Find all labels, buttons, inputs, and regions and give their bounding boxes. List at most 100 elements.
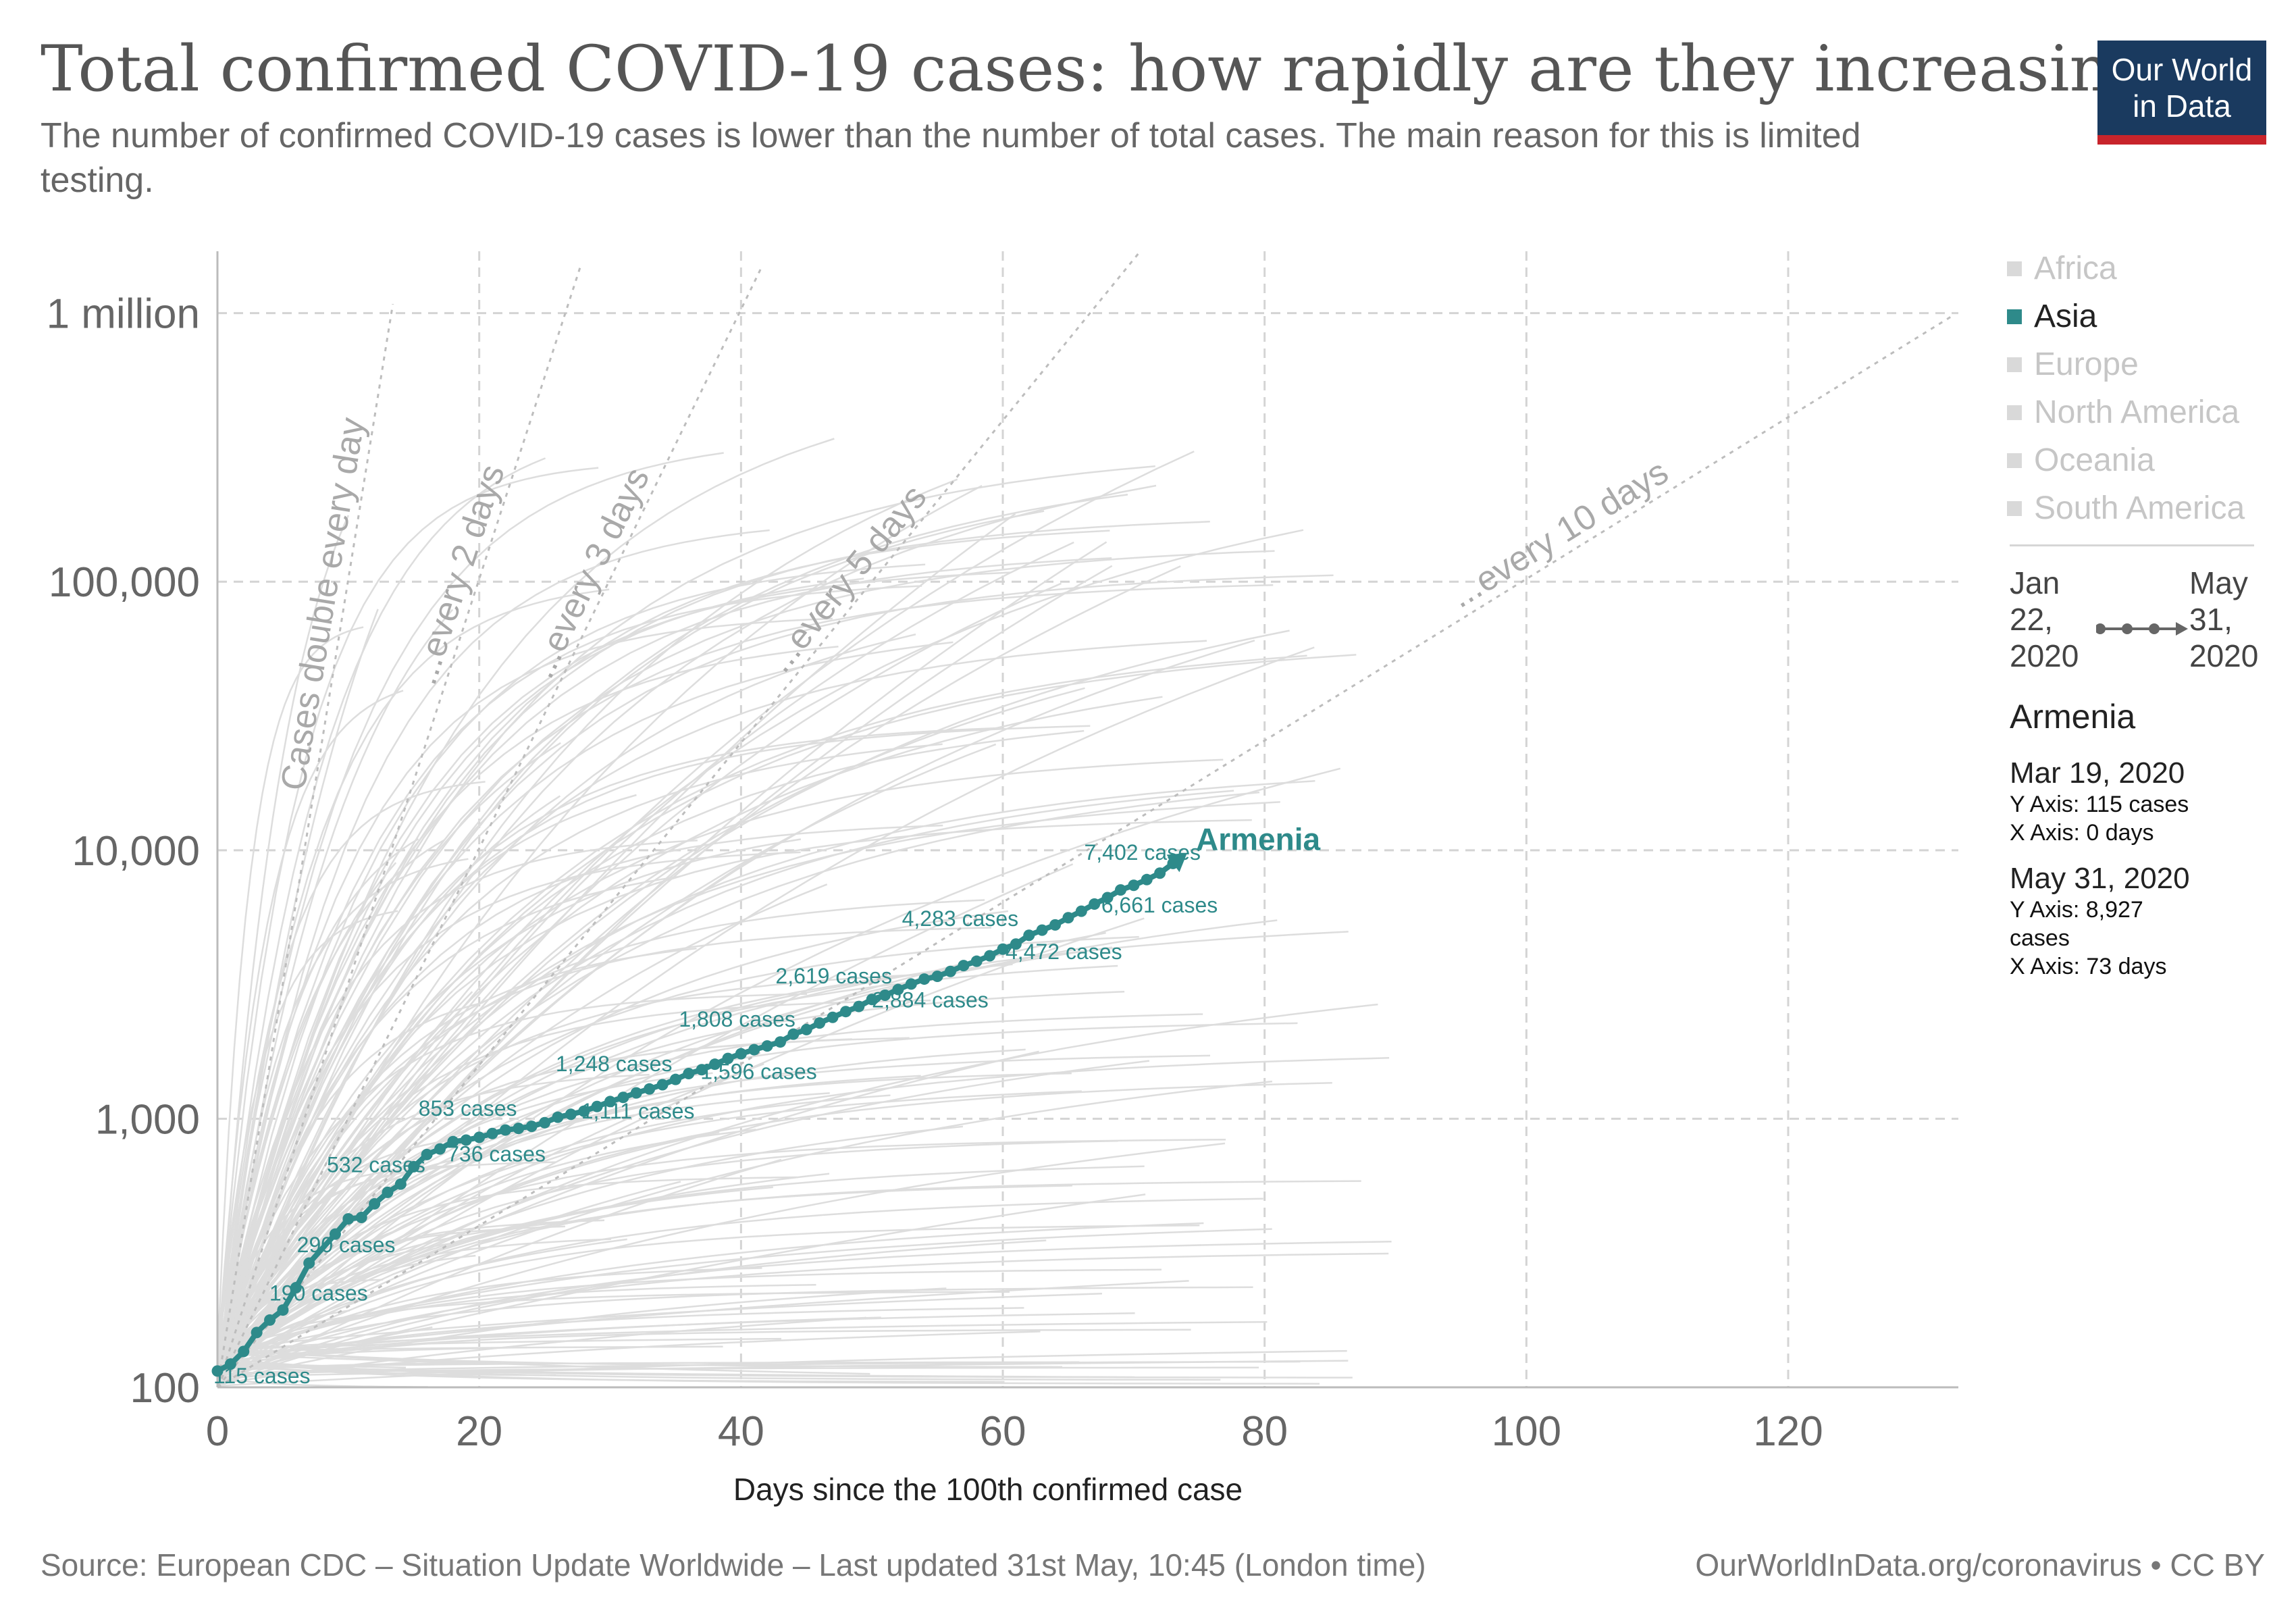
data-point[interactable] xyxy=(421,1148,433,1160)
source-note[interactable]: Source: European CDC – Situation Update … xyxy=(41,1547,1426,1583)
data-point[interactable] xyxy=(604,1096,617,1108)
data-point[interactable] xyxy=(264,1314,276,1326)
data-point[interactable] xyxy=(565,1108,577,1121)
legend-item-north-america[interactable]: North America xyxy=(2007,388,2291,436)
data-point[interactable] xyxy=(1154,867,1166,879)
data-point[interactable] xyxy=(683,1068,695,1080)
data-point[interactable] xyxy=(918,973,931,985)
data-point[interactable] xyxy=(369,1198,381,1210)
timeline-start-handle[interactable] xyxy=(2096,623,2106,634)
legend-item-asia[interactable]: Asia xyxy=(2007,292,2291,340)
data-point[interactable] xyxy=(984,950,996,962)
data-point[interactable] xyxy=(382,1186,394,1198)
data-point[interactable] xyxy=(277,1304,289,1316)
data-point[interactable] xyxy=(238,1345,250,1358)
data-point[interactable] xyxy=(814,1017,826,1029)
x-tick-label: 40 xyxy=(718,1408,764,1455)
data-point[interactable] xyxy=(669,1073,681,1085)
data-point[interactable] xyxy=(578,1105,590,1117)
data-point[interactable] xyxy=(748,1044,760,1056)
data-point[interactable] xyxy=(513,1123,525,1135)
data-point[interactable] xyxy=(709,1058,721,1071)
data-point[interactable] xyxy=(1128,879,1140,892)
data-point[interactable] xyxy=(1089,898,1101,910)
legend-item-south-america[interactable]: South America xyxy=(2007,484,2291,532)
data-point[interactable] xyxy=(1049,919,1062,931)
data-point[interactable] xyxy=(499,1124,511,1136)
data-point[interactable] xyxy=(827,1011,839,1023)
data-point[interactable] xyxy=(866,994,878,1006)
timeline-slider[interactable] xyxy=(2096,619,2191,639)
hover-tooltip: Armenia Mar 19, 2020 Y Axis: 115 cases X… xyxy=(2010,697,2280,996)
timeline-end-handle[interactable] xyxy=(2176,622,2188,636)
data-point[interactable] xyxy=(879,989,891,1002)
data-point[interactable] xyxy=(630,1087,642,1099)
data-point[interactable] xyxy=(1101,892,1114,904)
data-point[interactable] xyxy=(447,1135,459,1148)
data-point[interactable] xyxy=(211,1365,224,1377)
background-country-line xyxy=(217,1080,1273,1372)
data-point[interactable] xyxy=(1075,905,1087,917)
data-point[interactable] xyxy=(224,1358,236,1370)
legend-item-europe[interactable]: Europe xyxy=(2007,340,2291,388)
data-point[interactable] xyxy=(460,1134,472,1146)
timeline-end-year: 2020 xyxy=(2189,638,2259,673)
data-point[interactable] xyxy=(486,1127,498,1139)
data-point[interactable] xyxy=(892,983,904,996)
data-point[interactable] xyxy=(539,1116,551,1129)
data-point[interactable] xyxy=(303,1257,315,1269)
legend-swatch xyxy=(2007,453,2022,468)
data-point[interactable] xyxy=(1010,938,1022,950)
data-label: 2,619 cases xyxy=(775,964,892,988)
data-point[interactable] xyxy=(355,1212,367,1224)
data-point[interactable] xyxy=(970,955,983,967)
data-point[interactable] xyxy=(853,1000,865,1012)
background-country-line xyxy=(216,515,350,1379)
legend-item-oceania[interactable]: Oceania xyxy=(2007,436,2291,484)
data-point[interactable] xyxy=(1036,924,1048,936)
data-point[interactable] xyxy=(656,1079,669,1091)
data-point[interactable] xyxy=(1062,912,1074,924)
data-point[interactable] xyxy=(761,1040,773,1052)
legend-item-africa[interactable]: Africa xyxy=(2007,245,2291,292)
data-point[interactable] xyxy=(1023,929,1035,942)
data-point[interactable] xyxy=(722,1052,734,1064)
timeline-control[interactable]: Jan 22, 2020 May 31, 2020 xyxy=(2010,565,2280,679)
data-point[interactable] xyxy=(735,1048,747,1060)
data-point[interactable] xyxy=(617,1091,629,1104)
data-point[interactable] xyxy=(552,1111,564,1123)
data-point[interactable] xyxy=(931,971,943,983)
data-label: 2,884 cases xyxy=(872,988,989,1012)
data-point[interactable] xyxy=(644,1083,656,1095)
data-point[interactable] xyxy=(787,1028,800,1040)
data-point[interactable] xyxy=(774,1036,786,1048)
data-point[interactable] xyxy=(342,1213,355,1225)
data-point[interactable] xyxy=(1141,873,1153,885)
data-label: 4,283 cases xyxy=(902,906,1019,931)
background-country-line xyxy=(217,1198,1263,1371)
chart-plot[interactable]: Cases double every day ...every 2 days...… xyxy=(0,0,1999,1526)
data-point[interactable] xyxy=(1114,884,1126,896)
data-point[interactable] xyxy=(525,1121,538,1133)
site-credit[interactable]: OurWorldInData.org/coronavirus • CC BY xyxy=(1695,1547,2265,1583)
highlighted-series[interactable]: Armenia xyxy=(211,821,1321,1377)
data-point[interactable] xyxy=(997,943,1009,955)
data-point[interactable] xyxy=(434,1143,446,1155)
data-point[interactable] xyxy=(251,1327,263,1339)
data-point[interactable] xyxy=(839,1006,852,1018)
data-point[interactable] xyxy=(394,1178,407,1190)
data-point[interactable] xyxy=(473,1131,486,1143)
timeline-step-dot xyxy=(2149,623,2160,634)
data-point[interactable] xyxy=(408,1160,420,1173)
data-point[interactable] xyxy=(290,1281,302,1293)
data-point[interactable] xyxy=(905,978,917,990)
data-point[interactable] xyxy=(958,960,970,972)
owid-logo[interactable]: Our World in Data xyxy=(2097,41,2266,145)
data-point[interactable] xyxy=(329,1228,341,1240)
data-point[interactable] xyxy=(800,1023,812,1035)
data-point[interactable] xyxy=(591,1100,603,1112)
background-country-line xyxy=(217,931,1106,1366)
background-country-line xyxy=(217,917,1145,1366)
data-point[interactable] xyxy=(696,1064,708,1076)
data-point[interactable] xyxy=(944,965,956,977)
